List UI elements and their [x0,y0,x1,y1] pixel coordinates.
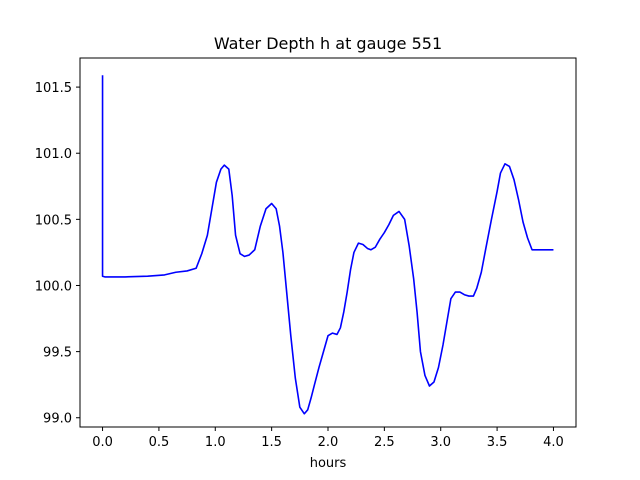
y-tick-label: 99.0 [43,412,72,427]
x-tick-label: 2.5 [374,435,395,450]
series-line [101,75,554,415]
x-tick-label: 0.5 [149,435,170,450]
y-tick-label: 100.5 [35,213,72,228]
y-tick-label: 99.5 [43,346,72,361]
x-tick-label: 3.5 [487,435,508,450]
y-tick-label: 101.5 [35,81,72,96]
y-tick-label: 100.0 [35,279,72,294]
x-tick-label: 3.0 [430,435,451,450]
x-axis: 0.0 0.5 1.0 1.5 2.0 2.5 3.0 3.5 4.0 [92,427,564,450]
y-axis: 99.0 99.5 100.0 100.5 101.0 101.5 [35,81,80,427]
y-tick-label: 101.0 [35,147,72,162]
x-tick-label: 1.0 [205,435,226,450]
x-tick-label: 0.0 [92,435,113,450]
x-tick-label: 4.0 [543,435,564,450]
x-tick-label: 1.5 [261,435,282,450]
x-tick-label: 2.0 [318,435,339,450]
x-axis-label: hours [310,456,347,471]
chart-title: Water Depth h at gauge 551 [214,34,442,53]
plot-area-frame [79,57,577,428]
